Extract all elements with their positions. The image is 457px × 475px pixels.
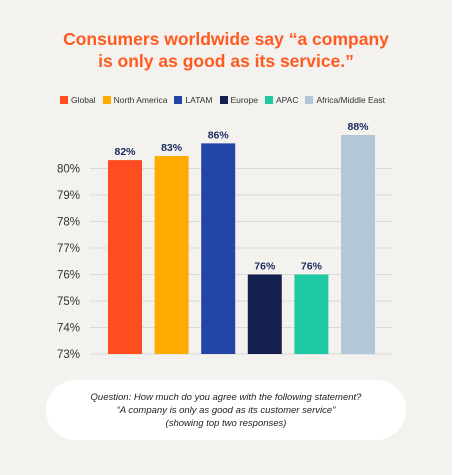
bar <box>201 143 236 354</box>
legend-swatch <box>305 96 314 104</box>
y-tick-label: 75% <box>57 296 80 308</box>
legend-label: Europe <box>230 95 258 105</box>
bar <box>108 160 142 354</box>
legend-label: APAC <box>275 95 299 105</box>
legend-label: LATAM <box>185 95 213 105</box>
legend-item: Europe <box>219 95 258 105</box>
y-tick-label: 80% <box>57 164 80 176</box>
chart-title-line-2: is only as good as its service.” <box>98 51 354 71</box>
bar <box>247 274 282 354</box>
chart-title: Consumers worldwide say “a company is on… <box>0 28 452 72</box>
bar-value-label: 88% <box>347 121 369 133</box>
legend-swatch <box>102 96 111 104</box>
legend-label: North America <box>113 95 168 105</box>
legend-swatch <box>264 96 273 104</box>
bar <box>341 135 375 354</box>
bar <box>294 274 329 354</box>
legend-swatch <box>60 96 68 104</box>
legend-swatch <box>219 96 228 104</box>
legend-label: Africa/Middle East <box>316 95 385 105</box>
y-tick-label: 76% <box>57 270 80 282</box>
bar-value-label: 76% <box>254 261 276 273</box>
y-tick-label: 74% <box>57 323 80 335</box>
legend-item: North America <box>102 95 168 105</box>
bar-value-label: 82% <box>114 146 136 158</box>
y-tick-label: 73% <box>57 349 80 361</box>
question-note: Question: How much do you agree with the… <box>46 380 406 440</box>
legend-item: Global <box>60 95 96 105</box>
question-note-line-2: “A company is only as good as its custom… <box>116 404 336 416</box>
legend-swatch <box>174 96 183 104</box>
y-tick-label: 78% <box>57 217 80 229</box>
question-note-line-3: (showing top two responses) <box>165 417 287 429</box>
legend-item: Africa/Middle East <box>305 95 385 105</box>
legend-item: LATAM <box>174 95 213 105</box>
y-tick-label: 77% <box>57 243 80 255</box>
bar-value-label: 83% <box>161 142 183 154</box>
legend-item: APAC <box>264 95 299 105</box>
y-tick-label: 79% <box>57 190 80 202</box>
bar <box>154 155 189 354</box>
chart-title-line-1: Consumers worldwide say “a company <box>63 29 389 49</box>
bar-value-label: 76% <box>301 261 323 273</box>
bar-value-label: 86% <box>208 129 230 141</box>
chart-legend: Global North America LATAM Europe APAC Africa… <box>60 95 392 105</box>
legend-label: Global <box>71 95 96 105</box>
question-note-line-1: Question: How much do you agree with the… <box>90 391 362 403</box>
